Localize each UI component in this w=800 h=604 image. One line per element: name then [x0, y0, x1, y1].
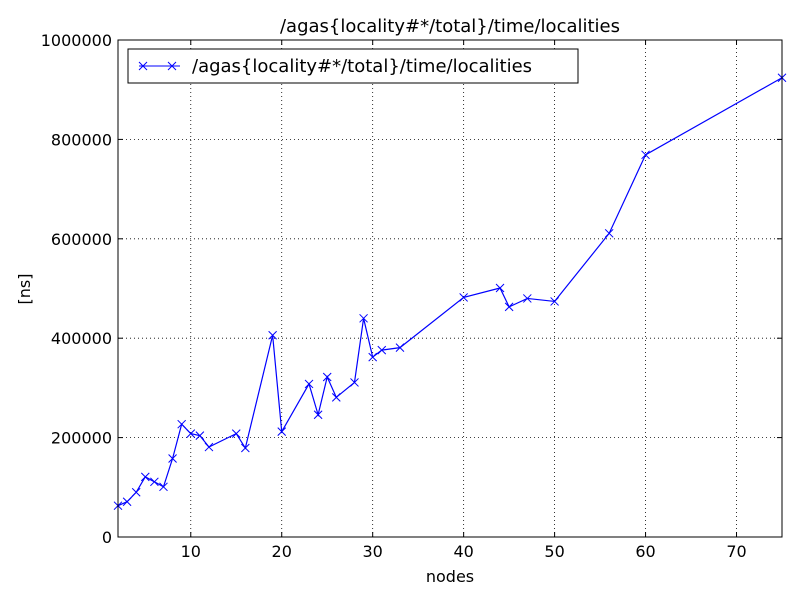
marker-stroke: [504, 302, 514, 312]
marker-stroke: [641, 150, 650, 160]
marker-stroke: [240, 443, 250, 453]
x-tick-label: 30: [363, 542, 383, 561]
x-tick-label: 40: [453, 542, 473, 561]
marker-stroke: [131, 487, 141, 497]
data-point: [304, 379, 314, 389]
data-point: [459, 293, 468, 302]
marker-stroke: [459, 293, 468, 302]
marker-stroke: [377, 345, 387, 355]
data-point: [159, 482, 168, 492]
series-layer: [113, 73, 787, 511]
marker-stroke: [550, 297, 559, 306]
marker-stroke: [495, 283, 505, 293]
y-tick-label: 200000: [51, 429, 112, 448]
legend-marker-samples: [138, 61, 177, 71]
x-axis-label: nodes: [426, 567, 474, 586]
marker-stroke: [277, 427, 287, 436]
data-point: [150, 477, 159, 487]
data-point: [177, 419, 187, 429]
data-point: [359, 313, 368, 323]
marker-stroke: [322, 372, 332, 382]
y-tick-label: 0: [102, 528, 112, 547]
marker-stroke: [313, 410, 323, 420]
x-axis-ticks: 10 20 30 40 50 60 70: [181, 40, 747, 561]
x-tick-label: 10: [181, 542, 201, 561]
marker-stroke: [159, 482, 168, 492]
data-point: [350, 378, 359, 387]
data-point: [395, 343, 405, 352]
marker-stroke: [167, 61, 177, 71]
data-point: [168, 454, 177, 463]
data-point: [641, 150, 650, 160]
data-point: [495, 283, 505, 293]
marker-stroke: [350, 378, 359, 387]
marker-stroke: [268, 330, 277, 340]
data-point: [277, 427, 287, 436]
data-point: [331, 392, 341, 402]
marker-stroke: [138, 61, 148, 71]
marker-stroke: [522, 294, 532, 303]
data-point: [231, 429, 241, 438]
data-point: [313, 410, 323, 420]
chart-title: /agas{locality#*/total}/time/localities: [280, 16, 620, 37]
series-line: [117, 77, 783, 507]
marker-stroke: [195, 431, 205, 440]
marker-stroke: [204, 442, 214, 452]
data-point: [504, 302, 514, 312]
x-tick-label: 70: [726, 542, 746, 561]
data-point: [550, 297, 559, 306]
marker-stroke: [140, 472, 150, 482]
legend-marker: [167, 61, 177, 71]
y-axis-label: [ns]: [15, 274, 34, 305]
marker-stroke: [395, 343, 405, 352]
y-axis-ticks: 0 200000 400000 600000 800000 1000000: [41, 31, 782, 547]
grid-lines: [118, 40, 782, 537]
y-tick-label: 1000000: [41, 31, 112, 50]
data-point: [186, 429, 196, 438]
legend: /agas{locality#*/total}/time/localities: [127, 48, 579, 84]
plot-area-frame: [117, 39, 783, 538]
x-tick-label: 50: [544, 542, 564, 561]
marker-stroke: [359, 313, 368, 323]
data-point: [122, 497, 132, 507]
data-point: [131, 487, 141, 497]
legend-box: [127, 48, 579, 84]
data-point: [195, 431, 205, 440]
data-point: [268, 330, 277, 340]
data-point: [204, 442, 214, 452]
marker-stroke: [168, 454, 177, 463]
x-tick-label: 20: [272, 542, 292, 561]
marker-stroke: [331, 392, 341, 402]
legend-marker: [138, 61, 148, 71]
data-point: [604, 228, 614, 238]
marker-stroke: [177, 419, 187, 429]
x-tick-label: 60: [635, 542, 655, 561]
data-point: [240, 443, 250, 453]
y-tick-label: 600000: [51, 230, 112, 249]
data-point: [368, 352, 378, 362]
data-point: [377, 345, 387, 355]
data-point: [522, 294, 532, 303]
marker-stroke: [604, 228, 614, 238]
data-point: [322, 372, 332, 382]
y-tick-label: 400000: [51, 329, 112, 348]
data-point: [140, 472, 150, 482]
marker-stroke: [150, 477, 159, 487]
marker-stroke: [368, 352, 378, 362]
marker-stroke: [231, 429, 241, 438]
marker-stroke: [122, 497, 132, 507]
y-tick-label: 800000: [51, 130, 112, 149]
marker-stroke: [304, 379, 314, 389]
legend-label: /agas{locality#*/total}/time/localities: [192, 56, 532, 77]
marker-stroke: [186, 429, 196, 438]
